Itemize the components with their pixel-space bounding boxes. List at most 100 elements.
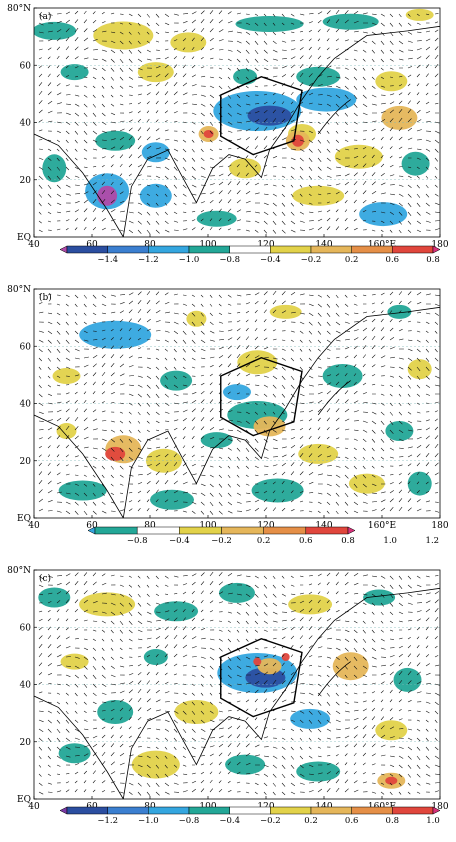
anomaly-region: [79, 320, 152, 349]
colorbar-label: −0.8: [179, 816, 200, 826]
vector-field: [38, 9, 440, 235]
anomaly-region: [141, 142, 170, 163]
anomaly-region: [405, 8, 434, 21]
x-tick-label: 40: [28, 802, 40, 812]
anomaly-region: [229, 158, 262, 179]
colorbar-label: −0.8: [127, 536, 148, 546]
x-tick-label: 140: [315, 521, 332, 531]
colorbar: −1.4−1.2−1.0−0.8−0.4−0.20.20.60.81.01.2: [59, 245, 441, 265]
anomaly-region: [34, 21, 77, 40]
anomaly-region: [154, 601, 199, 622]
colorbar-label: −1.2: [138, 255, 159, 265]
colorbar-label: 0.8: [386, 816, 400, 826]
colorbar-segment: [392, 806, 434, 815]
anomaly-region: [150, 489, 194, 510]
anomaly-region: [407, 359, 432, 380]
colorbar-label: 0.2: [304, 816, 318, 826]
anomaly-region: [60, 653, 89, 670]
colorbar-segment: [351, 245, 393, 254]
anomaly-region: [235, 16, 304, 32]
anomaly-region: [393, 667, 422, 692]
colorbar-label: −0.2: [211, 536, 232, 546]
colorbar-label: 1.0: [426, 816, 440, 826]
colorbar-segment: [94, 526, 138, 535]
colorbar-label: −0.8: [219, 255, 240, 265]
x-tick-label: 160°E: [368, 240, 396, 250]
colorbar-label: 0.2: [345, 255, 359, 265]
wind-vectors: [38, 9, 440, 235]
colorbar-segment: [66, 806, 108, 815]
x-tick-label: 140: [315, 240, 332, 250]
y-tick-label: 20: [20, 738, 32, 748]
anomaly-shading: [38, 582, 422, 789]
anomaly-region: [269, 304, 302, 319]
vector-field: [38, 571, 440, 796]
colorbar-label: −0.2: [260, 816, 281, 826]
anomaly-region: [170, 32, 207, 53]
anomaly-region: [296, 761, 341, 782]
y-tick-label: 40: [20, 400, 32, 410]
map-lines: [34, 587, 440, 799]
panel-2: (b) 40 60 80 100 120 140 160°E 180 80°N 60 40 20 EQ −0…: [7, 285, 449, 546]
colorbar-label: −0.4: [169, 536, 190, 546]
coastline: [34, 306, 440, 518]
colorbar-segment: [347, 526, 356, 535]
anomaly-region: [363, 589, 396, 606]
colorbar-segment: [432, 245, 441, 254]
anomaly-region: [281, 653, 290, 661]
wind-vectors: [38, 290, 440, 516]
anomaly-region: [139, 183, 172, 208]
colorbar-segment: [229, 806, 271, 815]
y-tick-label: 40: [20, 119, 32, 129]
coastline-japan: [317, 661, 351, 697]
anomaly-region: [253, 657, 262, 666]
anomaly-region: [387, 304, 412, 319]
y-tick-label: EQ: [17, 514, 31, 524]
colorbar-segment: [179, 526, 222, 535]
x-tick-label: 120: [257, 521, 274, 531]
anomaly-region: [160, 370, 193, 391]
panel-label: (a): [39, 11, 51, 22]
coastline-japan: [317, 99, 351, 135]
y-tick-label: 80°N: [7, 4, 31, 14]
colorbar-segment: [59, 245, 68, 254]
colorbar-segment: [432, 806, 441, 815]
colorbar-label: 0.6: [386, 255, 400, 265]
colorbar-segment: [221, 526, 264, 535]
anomaly-region: [251, 478, 304, 503]
y-tick-label: 60: [20, 623, 32, 633]
anomaly-region: [95, 130, 136, 151]
anomaly-region: [38, 587, 71, 608]
anomaly-shading: [34, 8, 434, 227]
anomaly-region: [137, 62, 174, 83]
china-border: [220, 637, 303, 718]
colorbar-segment: [148, 245, 190, 254]
anomaly-region: [60, 64, 89, 81]
y-tick-label: 60: [20, 342, 32, 352]
china-border: [220, 75, 303, 156]
anomaly-region: [196, 210, 237, 227]
colorbar-label: 0.8: [341, 536, 355, 546]
anomaly-region: [225, 754, 266, 775]
anomaly-region: [105, 446, 126, 461]
x-tick-label: 40: [28, 240, 40, 250]
panel-3: (c)406080100120140160°E18080°N604020EQ−1…: [7, 566, 449, 826]
colorbar-label: 0.6: [299, 536, 313, 546]
x-tick-label: 60: [86, 521, 98, 531]
colorbar-segment: [392, 245, 434, 254]
anomaly-region: [174, 700, 219, 724]
y-tick-label: 80°N: [7, 285, 31, 295]
x-tick-label: 100: [199, 240, 216, 250]
x-tick-label: 120: [257, 240, 274, 250]
vector-field: [38, 290, 440, 516]
colorbar-segment: [270, 245, 312, 254]
anomaly-region: [257, 658, 282, 675]
colorbar-label: 0.8: [426, 255, 440, 265]
y-tick-label: EQ: [17, 233, 31, 243]
colorbar-segment: [351, 806, 393, 815]
coastline-japan: [317, 380, 351, 416]
colorbar-segment: [148, 806, 190, 815]
anomaly-region: [143, 649, 168, 665]
anomaly-region: [223, 384, 251, 401]
x-tick-label: 40: [28, 521, 40, 531]
